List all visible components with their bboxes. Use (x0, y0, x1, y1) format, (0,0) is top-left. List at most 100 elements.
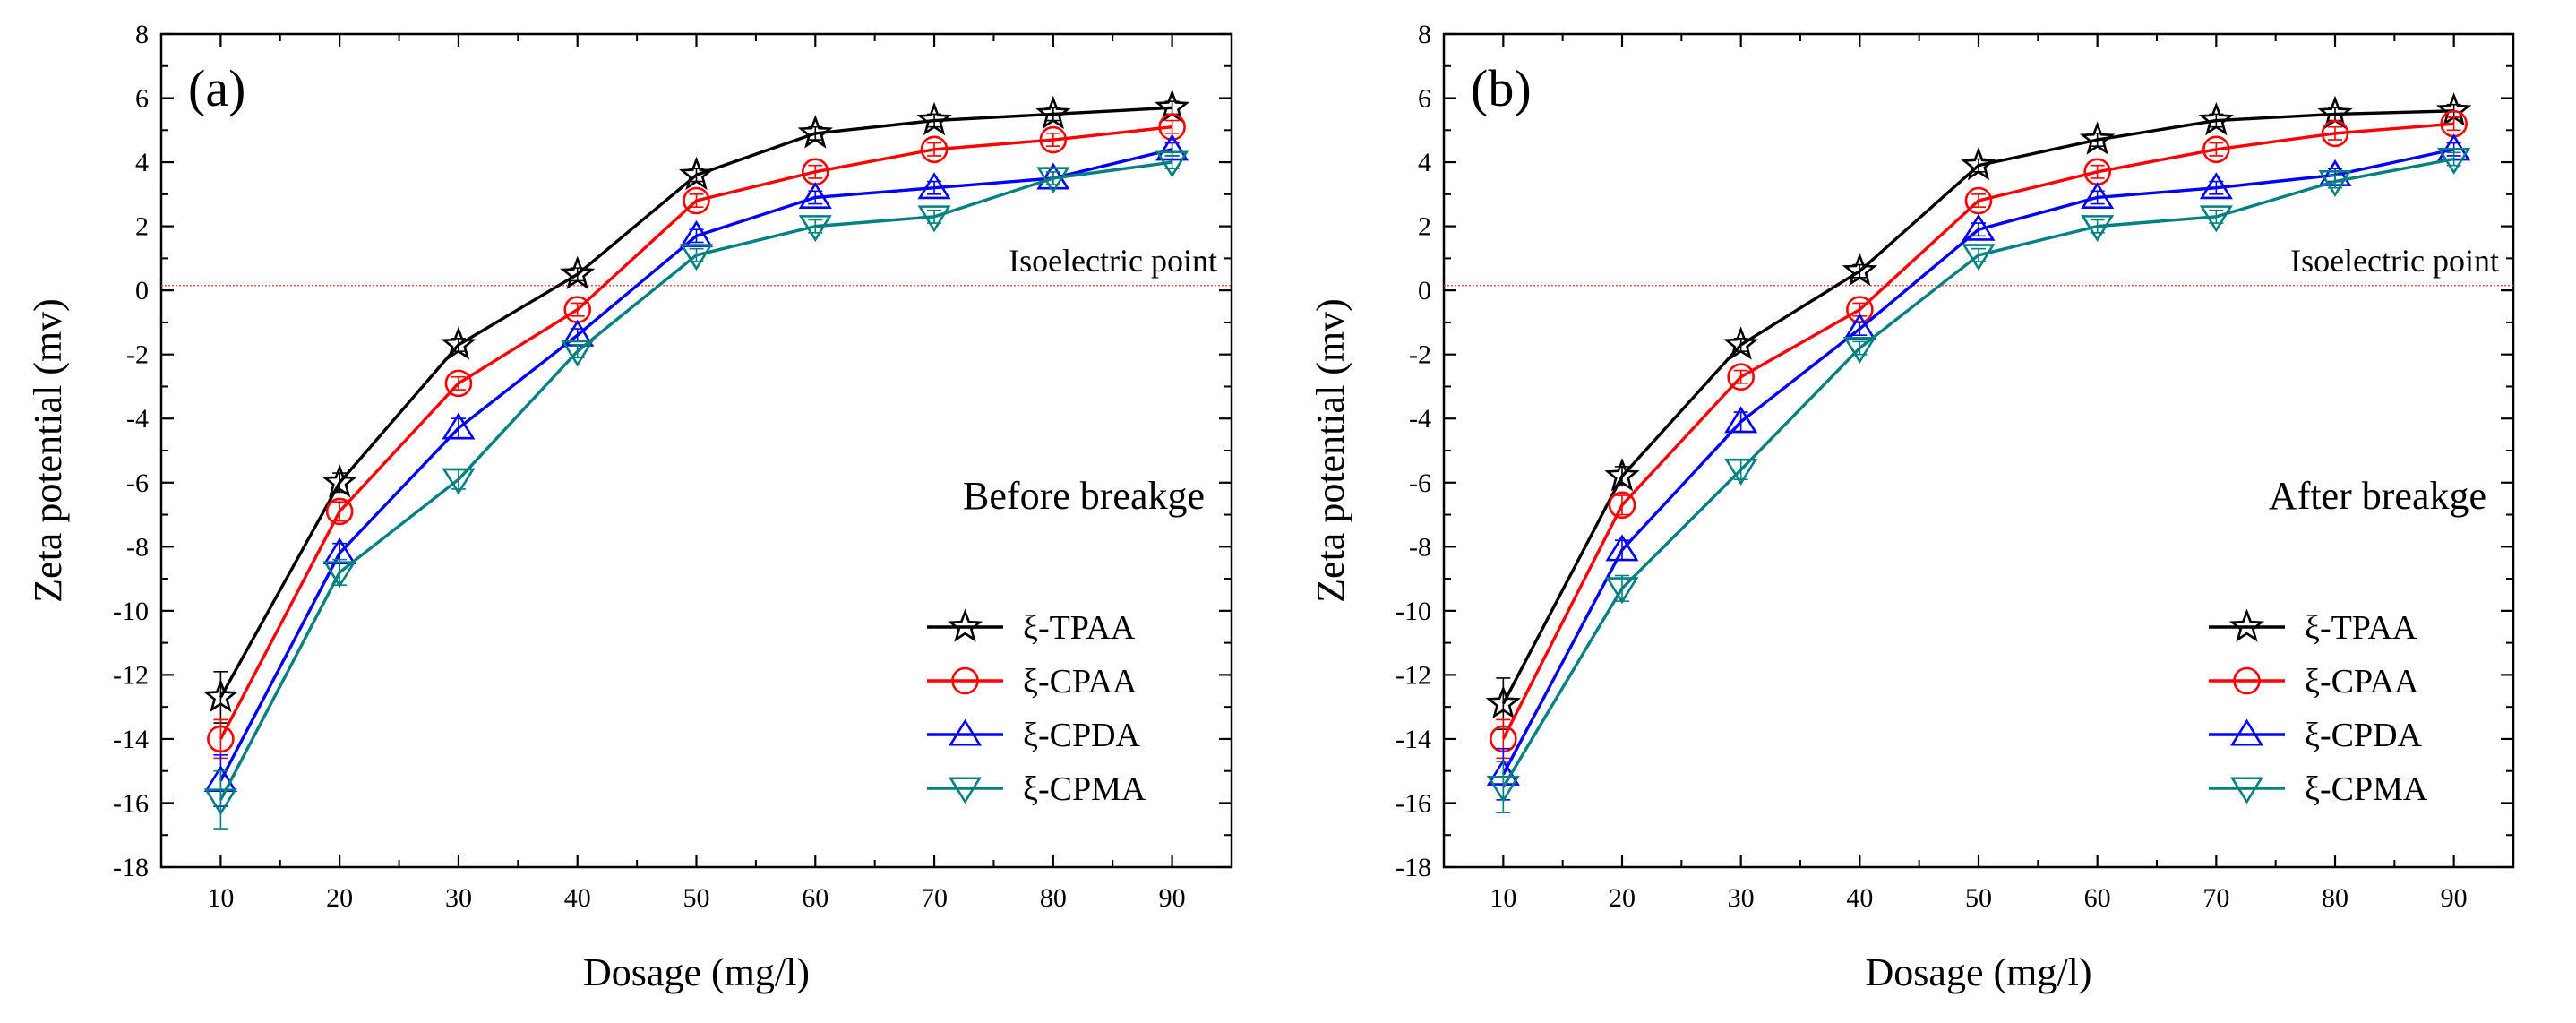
y-tick-label: -8 (1409, 532, 1431, 562)
data-point (678, 156, 715, 191)
x-tick-label: 60 (802, 883, 829, 913)
y-tick-label: -6 (1409, 469, 1431, 498)
y-tick-label: 8 (135, 20, 149, 49)
y-tick-label: -18 (113, 853, 149, 882)
x-tick-label: 60 (2084, 883, 2111, 913)
y-tick-label: -2 (126, 340, 149, 370)
panel-b-x-axis-title: Dosage (mg/l) (1866, 950, 2092, 994)
series-line (1501, 157, 2454, 788)
data-point (1962, 213, 1996, 241)
data-point (563, 296, 592, 323)
data-point (916, 101, 952, 136)
x-tick-label: 40 (1846, 883, 1873, 913)
panel-a-legend: ξ-TPAA ξ-CPAA ξ-CPDA ξ-CPMA (927, 608, 1146, 808)
y-tick-label: 0 (135, 276, 149, 305)
data-point (1608, 491, 1636, 520)
data-point (1158, 113, 1186, 142)
data-point (1036, 167, 1070, 194)
data-point (801, 158, 829, 186)
series-line (219, 106, 1172, 699)
data-point (560, 255, 596, 289)
data-point (1604, 457, 1640, 492)
data-point (1724, 458, 1758, 486)
legend-swatch-marker (2228, 608, 2265, 642)
x-tick-label: 90 (2441, 883, 2468, 913)
data-point (442, 412, 476, 440)
panel-b-y-axis-title: Zeta potential (mv) (1309, 298, 1352, 603)
legend-swatch-marker (2229, 777, 2264, 804)
y-tick-label: -14 (113, 725, 149, 754)
data-point (1964, 186, 1993, 215)
data-point (203, 788, 237, 816)
x-tick-label: 70 (2202, 883, 2229, 913)
series-line (1501, 148, 2455, 776)
y-tick-label: -14 (1395, 725, 1431, 754)
legend-swatch-marker (2229, 718, 2264, 746)
panel-b-plot (1485, 92, 2472, 813)
data-point (679, 244, 714, 271)
panel-b: -18 -16 -14 -12 -10 -8 -6 -4 -2 0 2 4 6 8 10 20 30 40 50 60… (1309, 20, 2515, 994)
panel-a-x-axis-title: Dosage (mg/l) (583, 950, 810, 994)
x-tick-label: 90 (1159, 883, 1186, 913)
panel-a-ticks: -18 -16 -14 -12 -10 -8 -6 -4 -2 0 2 4 6 8 10 20 30 40 50 60… (113, 20, 1232, 913)
data-point (2081, 215, 2115, 243)
legend-label: ξ-CPAA (2305, 663, 2419, 701)
x-tick-label: 80 (1040, 883, 1067, 913)
data-point (797, 115, 833, 149)
data-point (2080, 121, 2116, 155)
y-tick-label: 6 (135, 84, 149, 114)
data-point (1605, 577, 1639, 605)
data-point (444, 369, 473, 398)
data-point (2440, 109, 2468, 138)
x-tick-label: 30 (445, 883, 472, 913)
panel-b-isoelectric-label: Isoelectric point (2290, 243, 2499, 279)
y-tick-label: 8 (1418, 20, 1431, 49)
data-point (1490, 725, 1517, 753)
data-point (2198, 101, 2234, 136)
data-point (2321, 119, 2349, 148)
data-point (2083, 158, 2111, 186)
y-tick-label: 4 (135, 148, 149, 177)
data-point (2199, 172, 2233, 200)
data-point (1724, 406, 1758, 434)
y-tick-label: 0 (1418, 276, 1431, 305)
x-tick-label: 50 (1965, 883, 1992, 913)
data-point (561, 340, 595, 367)
series-line (219, 148, 1173, 782)
data-point (441, 326, 477, 360)
series-ξ-CPMA (1486, 147, 2471, 813)
legend-swatch-marker (2233, 666, 2261, 695)
x-tick-label: 70 (921, 883, 948, 913)
y-tick-label: -10 (113, 597, 149, 626)
series-ξ-CPAA (1490, 109, 2468, 760)
legend-label: ξ-TPAA (1023, 609, 1136, 647)
data-point (683, 186, 710, 215)
panel-a: -18 -16 -14 -12 -10 -8 -6 -4 -2 0 2 4 6 8 10 20 30 40 50 60… (26, 20, 1233, 994)
data-point (2081, 181, 2115, 209)
data-point (1039, 125, 1068, 154)
y-tick-label: -10 (1395, 597, 1431, 626)
legend-swatch-marker (948, 718, 983, 746)
data-point (917, 172, 951, 200)
x-tick-label: 80 (2322, 883, 2348, 913)
data-point (202, 678, 239, 713)
y-tick-label: -4 (1409, 404, 1431, 434)
legend-label: ξ-CPMA (2305, 770, 2428, 808)
data-point (1485, 684, 1521, 719)
data-point (1155, 150, 1189, 178)
panel-b-ticks: -18 -16 -14 -12 -10 -8 -6 -4 -2 0 2 4 6 8 10 20 30 40 50 60… (1395, 20, 2514, 913)
data-point (798, 181, 832, 209)
legend-swatch-marker (948, 777, 983, 804)
data-point (1962, 244, 1996, 271)
y-tick-label: -16 (113, 788, 149, 818)
data-point (1842, 336, 1876, 365)
data-point (1486, 776, 1520, 804)
series-ξ-CPMA (203, 150, 1189, 830)
y-tick-label: -8 (126, 532, 149, 562)
y-tick-label: -16 (1395, 788, 1431, 818)
data-point (1605, 534, 1639, 562)
panel-b-tag: (b) (1471, 59, 1532, 117)
panel-a-tag: (a) (188, 59, 245, 117)
